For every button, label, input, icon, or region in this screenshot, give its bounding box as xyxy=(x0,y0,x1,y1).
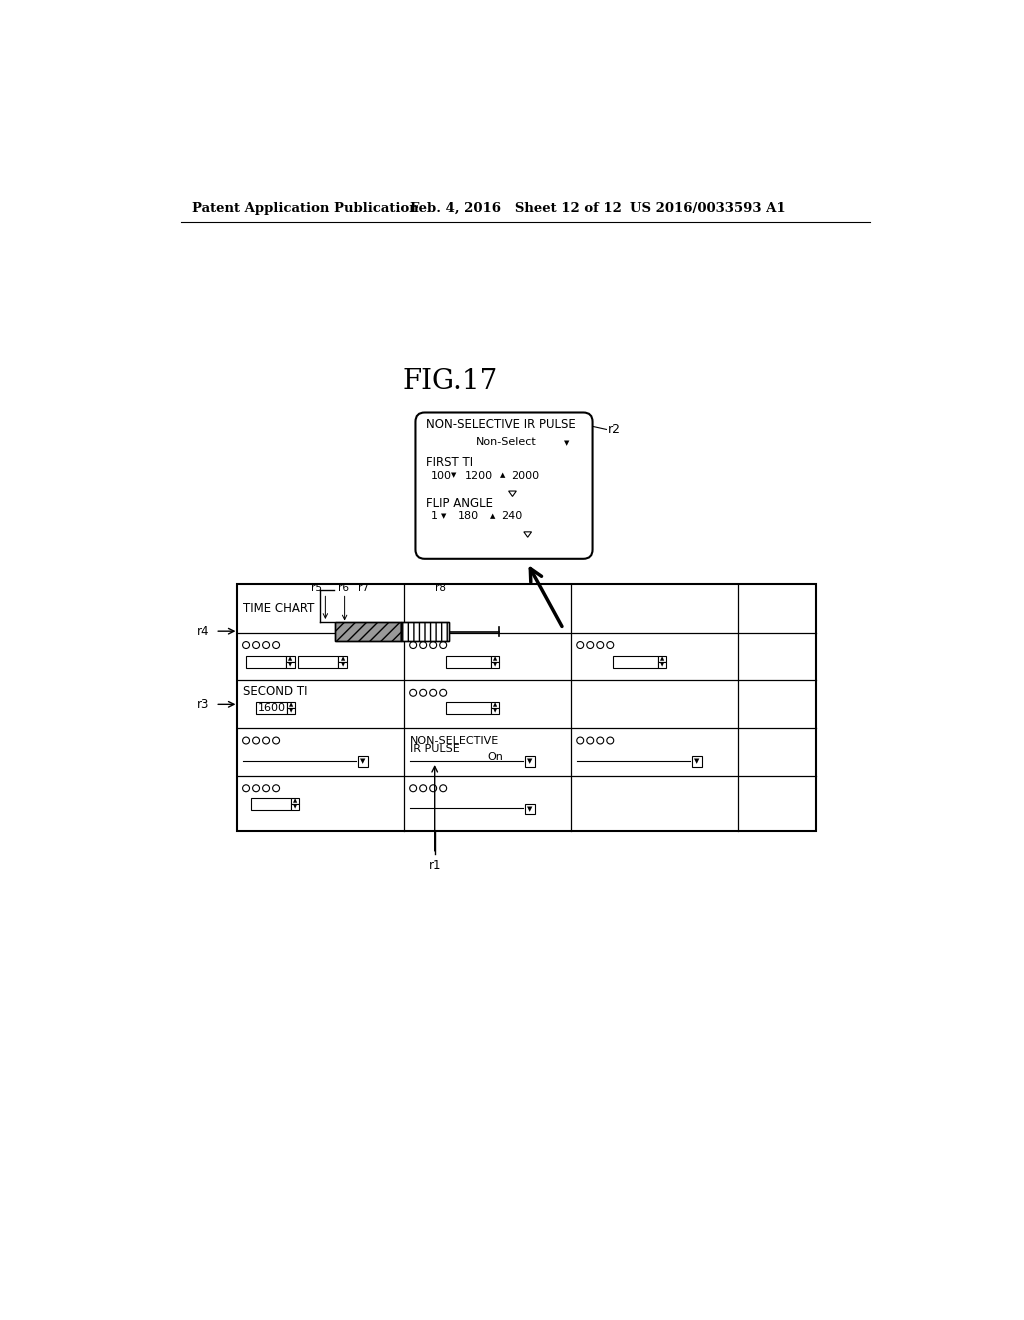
Bar xyxy=(449,470,459,480)
FancyBboxPatch shape xyxy=(416,412,593,558)
Bar xyxy=(524,756,535,767)
Text: 240: 240 xyxy=(501,511,522,521)
Text: TIME CHART: TIME CHART xyxy=(243,602,314,615)
Bar xyxy=(487,511,498,521)
Bar xyxy=(357,756,368,767)
Text: 2000: 2000 xyxy=(511,471,539,480)
Text: 1: 1 xyxy=(431,511,438,521)
Text: r3: r3 xyxy=(197,698,209,711)
Text: 100: 100 xyxy=(431,471,452,480)
Text: ▼: ▼ xyxy=(360,758,366,764)
Text: ▲: ▲ xyxy=(293,799,297,803)
Text: ▼: ▼ xyxy=(527,807,532,812)
Text: FIRST TI: FIRST TI xyxy=(426,455,473,469)
Text: ▼: ▼ xyxy=(694,758,699,764)
Text: r7: r7 xyxy=(358,583,370,593)
Bar xyxy=(498,470,508,480)
Bar xyxy=(400,622,449,642)
Text: ▼: ▼ xyxy=(660,663,665,668)
Bar xyxy=(438,511,449,521)
Text: ▲: ▲ xyxy=(288,656,293,661)
Text: ▲: ▲ xyxy=(493,656,498,661)
Bar xyxy=(490,708,500,714)
Text: r8: r8 xyxy=(434,583,445,593)
Bar xyxy=(287,702,295,708)
Text: ▲: ▲ xyxy=(289,702,293,708)
Text: 180: 180 xyxy=(458,511,479,521)
Bar xyxy=(692,756,701,767)
Text: r4: r4 xyxy=(197,624,209,638)
Text: 1200: 1200 xyxy=(465,471,493,480)
Bar xyxy=(490,663,500,668)
Bar xyxy=(451,511,487,521)
Bar xyxy=(490,656,500,663)
Text: ▲: ▲ xyxy=(660,656,665,661)
Text: ▼: ▼ xyxy=(451,473,457,479)
Text: NON-SELECTIVE: NON-SELECTIVE xyxy=(410,735,500,746)
Bar xyxy=(446,656,490,668)
Bar xyxy=(286,656,295,663)
Text: ▼: ▼ xyxy=(288,663,293,668)
Bar xyxy=(291,797,299,804)
Bar xyxy=(658,663,667,668)
Bar xyxy=(256,702,287,714)
Text: On: On xyxy=(487,751,503,762)
Text: ▲: ▲ xyxy=(493,702,498,708)
Bar xyxy=(339,663,347,668)
Text: r2: r2 xyxy=(608,422,621,436)
Bar xyxy=(460,470,497,480)
Bar xyxy=(339,656,347,663)
Text: Feb. 4, 2016   Sheet 12 of 12: Feb. 4, 2016 Sheet 12 of 12 xyxy=(410,202,622,215)
Text: Non-Select: Non-Select xyxy=(475,437,537,446)
Bar xyxy=(435,528,569,532)
Text: ▲: ▲ xyxy=(341,656,345,661)
Text: ▼: ▼ xyxy=(289,709,293,714)
Bar xyxy=(613,656,658,668)
Bar xyxy=(251,797,291,809)
Bar xyxy=(658,656,667,663)
Bar xyxy=(400,622,449,642)
Text: ▼: ▼ xyxy=(564,441,569,446)
Text: r6: r6 xyxy=(338,583,348,593)
Text: ▼: ▼ xyxy=(493,663,498,668)
Bar xyxy=(336,622,400,642)
Bar xyxy=(490,702,500,708)
Text: IR PULSE: IR PULSE xyxy=(410,744,460,754)
Bar xyxy=(562,438,572,449)
Bar xyxy=(286,663,295,668)
Text: FIG.17: FIG.17 xyxy=(402,368,498,395)
Text: FLIP ANGLE: FLIP ANGLE xyxy=(426,496,494,510)
Text: ▼: ▼ xyxy=(493,709,498,714)
Bar xyxy=(444,487,572,491)
Bar xyxy=(246,656,286,668)
Bar xyxy=(446,702,490,714)
Text: SECOND TI: SECOND TI xyxy=(243,685,307,698)
Text: ▼: ▼ xyxy=(341,663,345,668)
Bar xyxy=(287,708,295,714)
Text: r5: r5 xyxy=(310,583,322,593)
Text: Patent Application Publication: Patent Application Publication xyxy=(193,202,419,215)
Bar xyxy=(298,656,339,668)
Text: US 2016/0033593 A1: US 2016/0033593 A1 xyxy=(630,202,785,215)
Text: ▲: ▲ xyxy=(500,473,505,479)
Bar xyxy=(524,804,535,814)
Bar xyxy=(336,622,400,642)
Bar xyxy=(237,585,816,830)
Text: ▲: ▲ xyxy=(489,513,496,520)
Text: 1600: 1600 xyxy=(257,704,286,713)
Text: ▼: ▼ xyxy=(293,804,297,809)
Text: NON-SELECTIVE IR PULSE: NON-SELECTIVE IR PULSE xyxy=(426,418,575,432)
Text: ▼: ▼ xyxy=(441,513,446,520)
Bar xyxy=(291,804,299,809)
Text: r1: r1 xyxy=(429,859,441,871)
Text: ▼: ▼ xyxy=(527,758,532,764)
